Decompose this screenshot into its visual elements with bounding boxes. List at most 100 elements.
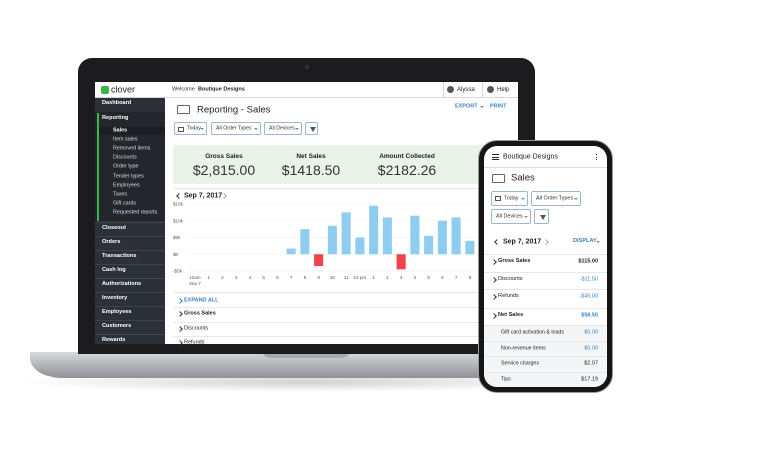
filter-dropdown[interactable]: All Order Types	[531, 191, 581, 206]
x-tick-label: 7	[455, 275, 458, 280]
phone-date: Sep 7, 2017	[503, 238, 542, 246]
filter-label: Today	[187, 124, 201, 131]
prev-arrow[interactable]	[494, 239, 500, 245]
menu-icon	[492, 159, 499, 160]
phone-row-label[interactable]: Tips	[501, 376, 511, 383]
x-tick-label: 3	[400, 275, 403, 280]
filter-dropdown[interactable]: Today	[174, 122, 207, 135]
bar	[424, 235, 434, 255]
report-icon	[177, 105, 190, 114]
nav-divider	[95, 334, 165, 335]
nav-subitem[interactable]: Item sales	[113, 136, 138, 143]
nav-subitem[interactable]: Taxes	[113, 190, 128, 197]
report-row[interactable]: Discounts	[184, 324, 209, 331]
nav-subitem[interactable]: Employees	[113, 181, 140, 188]
user-menu[interactable]	[443, 82, 482, 98]
caret	[524, 216, 528, 218]
divider	[173, 336, 518, 337]
nav-item[interactable]: Authorizations	[102, 281, 142, 288]
filter-dropdown[interactable]: Today	[491, 191, 528, 206]
nav-item[interactable]: Employees	[102, 309, 132, 316]
caret	[574, 198, 578, 200]
divider	[484, 253, 607, 255]
nav-subitem[interactable]: Tender types	[113, 172, 144, 179]
phone-row-label[interactable]: Service charges	[501, 360, 539, 367]
page-title: Reporting - Sales	[197, 104, 271, 116]
nav-divider	[95, 264, 165, 265]
print-button[interactable]: PRINT	[490, 103, 507, 110]
nav-subitem[interactable]: Gift cards	[113, 200, 137, 207]
filter-button[interactable]	[534, 209, 549, 224]
nav-item[interactable]: Orders	[102, 239, 121, 246]
nav-subitem[interactable]: Sales	[113, 127, 128, 134]
phone-screen: Boutique Designs Sales Today All Order Type…	[484, 146, 607, 387]
next-arrow[interactable]	[543, 239, 549, 245]
expand-all[interactable]: EXPAND ALL	[184, 297, 219, 304]
nav-subitem[interactable]: Discounts	[113, 154, 137, 161]
row-bg	[484, 356, 607, 372]
nav-item[interactable]: Rewards	[102, 337, 126, 344]
nav-subitem[interactable]: Order type	[113, 163, 139, 170]
phone-row-label[interactable]: Net Sales	[498, 312, 524, 319]
nav-subitem[interactable]: Requested reports	[113, 209, 158, 216]
divider	[173, 321, 518, 323]
nav-item[interactable]: Transactions	[102, 253, 137, 260]
phone-row-label[interactable]: Gross Sales	[498, 258, 531, 265]
nav-divider	[95, 278, 165, 279]
display-button[interactable]: DISPLAY	[573, 238, 597, 245]
summary-value: $1418.50	[281, 162, 341, 178]
caret	[254, 127, 258, 130]
bar	[355, 237, 365, 255]
help[interactable]: Help	[497, 87, 510, 93]
nav-item[interactable]: Cash log	[102, 267, 126, 274]
phone-row-label[interactable]: Discounts	[498, 276, 523, 283]
row-bg	[484, 341, 607, 357]
nav-item[interactable]: Closeout	[102, 225, 126, 232]
nav-item[interactable]: Reporting	[102, 115, 129, 122]
help-menu[interactable]	[482, 82, 518, 98]
kebab-icon	[596, 156, 598, 158]
filter-button[interactable]	[305, 122, 318, 135]
kebab-icon	[596, 154, 598, 156]
x-tick-label: 9	[317, 275, 320, 280]
x-tick-label: 2	[221, 275, 224, 280]
row-bg	[484, 325, 607, 341]
logo-icon	[101, 86, 109, 94]
camera	[305, 65, 309, 69]
kebab-icon	[596, 159, 598, 161]
menu-icon	[492, 156, 499, 158]
user-icon	[447, 86, 454, 93]
row-chevron	[491, 259, 497, 265]
bar	[369, 205, 379, 255]
divider	[484, 355, 607, 357]
report-row[interactable]: Refunds	[184, 339, 205, 346]
divider	[484, 271, 607, 273]
export-button[interactable]: EXPORT	[455, 103, 478, 110]
phone-row-label[interactable]: Gift card activation & loads	[501, 329, 565, 336]
nav-active	[99, 127, 165, 135]
nav-divider	[95, 250, 165, 251]
nav-item[interactable]: Customers	[102, 323, 132, 330]
filter-dropdown[interactable]: All Devices	[264, 122, 302, 135]
x-tick-label: 12 pm	[353, 275, 366, 280]
x-tick-label: 5	[262, 275, 265, 280]
report-row[interactable]: Gross Sales	[184, 310, 216, 317]
top-bar	[95, 82, 518, 98]
user-name[interactable]: Alyssa	[457, 87, 475, 93]
phone-row-label[interactable]: Non-revenue items	[501, 345, 546, 352]
filter-dropdown[interactable]: All Order Types	[211, 122, 261, 135]
nav-item[interactable]: Dashboard	[102, 100, 132, 107]
phone-header	[484, 146, 607, 168]
phone-row-value: $0.00	[584, 345, 598, 352]
nav-item[interactable]: Inventory	[102, 295, 128, 302]
phone-row-label[interactable]: Refunds	[498, 293, 519, 300]
divider	[173, 307, 518, 308]
filter-dropdown[interactable]: All Devices	[491, 209, 531, 224]
menu-icon	[492, 154, 499, 155]
filter-icon	[309, 126, 316, 132]
nav-subitem[interactable]: Removed items	[113, 145, 151, 152]
bar	[465, 240, 475, 255]
divider	[484, 324, 607, 326]
x-tick-label: 6	[276, 275, 279, 280]
